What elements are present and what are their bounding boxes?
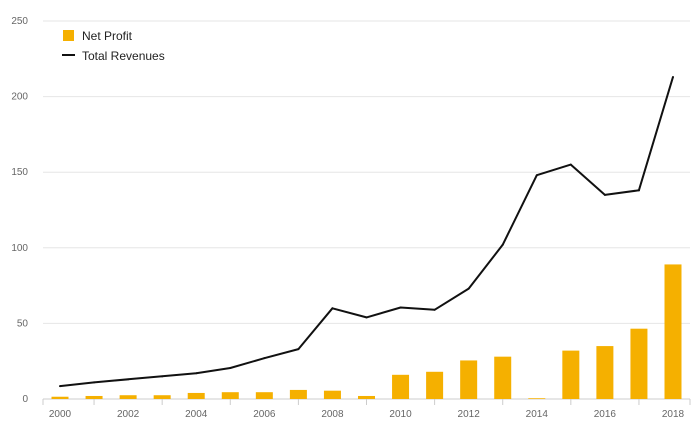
- y-tick-label-150: 150: [11, 167, 28, 178]
- legend: Net Profit Total Revenues: [62, 29, 165, 63]
- point-total-revenues-2016: [603, 193, 606, 196]
- point-total-revenues-2017: [637, 189, 640, 192]
- bar-net-profit-2016: [596, 346, 614, 399]
- legend-swatch-net-profit: [63, 30, 74, 41]
- bar-net-profit-2017: [630, 328, 648, 399]
- bar-net-profit-2008: [323, 390, 341, 399]
- point-total-revenues-2014: [535, 174, 538, 177]
- y-tick-label-50: 50: [17, 318, 29, 329]
- bar-net-profit-2003: [153, 395, 171, 399]
- point-total-revenues-2006: [263, 357, 266, 360]
- point-total-revenues-2002: [127, 378, 130, 381]
- point-total-revenues-2015: [569, 163, 572, 166]
- point-total-revenues-2018: [672, 75, 674, 78]
- point-total-revenues-2010: [399, 306, 402, 309]
- point-total-revenues-2004: [195, 372, 198, 375]
- y-tick-label-250: 250: [11, 16, 28, 27]
- y-axis: 0 50 100 150 200 250: [11, 16, 28, 405]
- gridlines: [43, 20, 690, 400]
- x-tick-label-2012: 2012: [458, 409, 481, 420]
- x-tick-label-2006: 2006: [253, 409, 276, 420]
- bar-net-profit-2004: [187, 392, 205, 399]
- legend-label-net-profit: Net Profit: [82, 29, 133, 43]
- bar-net-profit-2000: [51, 396, 69, 399]
- line-total-revenues: [59, 76, 674, 388]
- bar-net-profit-2018: [664, 264, 682, 399]
- bar-net-profit-2002: [119, 395, 137, 399]
- y-tick-label-0: 0: [22, 394, 28, 405]
- x-tick-label-2016: 2016: [594, 409, 617, 420]
- point-total-revenues-2001: [93, 381, 96, 384]
- net-profit-bars: [51, 264, 682, 399]
- bar-net-profit-2001: [85, 395, 103, 399]
- x-tick-label-2000: 2000: [49, 409, 72, 420]
- x-tick-label-2004: 2004: [185, 409, 208, 420]
- x-axis: 2000 2002 2004 2006 2008 2010 2012 2014 2016 2018: [42, 399, 691, 420]
- total-revenues-line-group: [59, 75, 674, 388]
- bar-net-profit-2013: [494, 356, 512, 399]
- y-tick-label-200: 200: [11, 92, 28, 103]
- x-tick-label-2008: 2008: [321, 409, 344, 420]
- x-tick-label-2010: 2010: [389, 409, 412, 420]
- bar-net-profit-2012: [460, 360, 478, 399]
- point-total-revenues-2008: [331, 307, 334, 310]
- point-total-revenues-2007: [297, 348, 300, 351]
- x-tick-label-2018: 2018: [662, 409, 685, 420]
- point-total-revenues-2011: [433, 308, 436, 311]
- x-tick-label-2014: 2014: [526, 409, 549, 420]
- point-total-revenues-2009: [365, 316, 368, 319]
- legend-label-total-revenues: Total Revenues: [82, 49, 165, 63]
- bar-net-profit-2011: [426, 371, 444, 399]
- bar-net-profit-2009: [358, 395, 375, 399]
- bar-net-profit-2010: [392, 374, 410, 399]
- point-total-revenues-2012: [467, 287, 470, 290]
- bar-net-profit-2006: [255, 392, 273, 399]
- point-total-revenues-2013: [501, 243, 504, 246]
- x-tick-label-2002: 2002: [117, 409, 140, 420]
- bar-net-profit-2007: [289, 389, 307, 399]
- bar-net-profit-2015: [562, 350, 580, 399]
- bar-net-profit-2005: [221, 392, 239, 399]
- point-total-revenues-2000: [59, 385, 61, 388]
- point-total-revenues-2003: [161, 375, 164, 378]
- point-total-revenues-2005: [229, 367, 232, 370]
- bar-net-profit-2014: [528, 398, 546, 399]
- y-tick-label-100: 100: [11, 243, 28, 254]
